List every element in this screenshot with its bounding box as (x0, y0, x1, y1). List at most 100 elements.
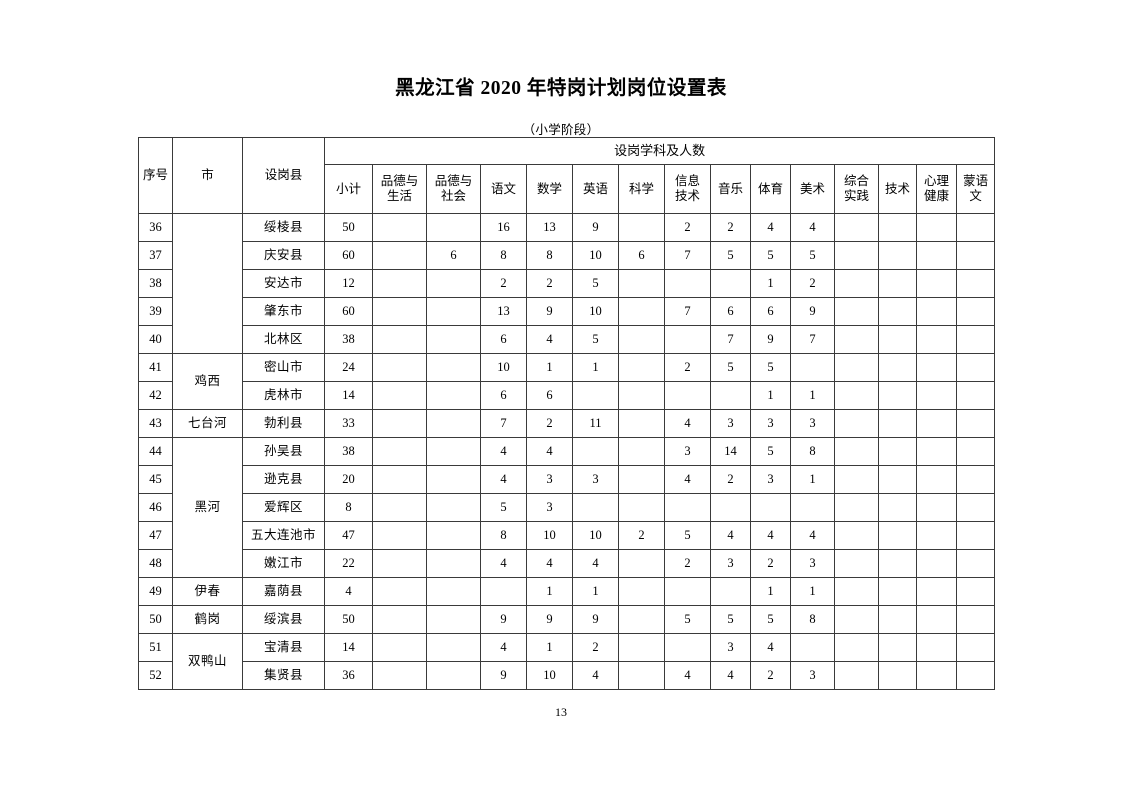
cell-subject-count (916, 493, 957, 522)
cell-subject-count: 36 (324, 661, 373, 690)
cell-subject-count: 2 (750, 661, 791, 690)
col-header-comprehensive-practice-l2: 实践 (843, 189, 869, 203)
cell-subject-count: 4 (480, 437, 527, 466)
cell-subject-count (916, 297, 957, 326)
table-row: 51 双鸭山 宝清县 14 4 1 2 3 4 (138, 633, 996, 690)
cell-subject-count (916, 521, 957, 550)
cell-index: 47 (138, 521, 173, 550)
cell-subject-count: 1 (572, 353, 619, 382)
cell-county: 嘉荫县 (242, 577, 325, 606)
cell-subject-count: 1 (790, 465, 835, 494)
col-header-technology-l1: 技术 (884, 181, 910, 196)
cell-subject-count: 3 (790, 549, 835, 578)
col-header-fine-arts-l1: 美术 (799, 181, 825, 196)
col-header-english: 英语 (572, 164, 619, 214)
cell-county: 虎林市 (242, 381, 325, 410)
cell-subject-count (664, 493, 711, 522)
cell-subject-count: 2 (618, 521, 665, 550)
cell-subject-count (372, 297, 427, 326)
cell-subject-count: 4 (790, 521, 835, 550)
cell-subject-count (916, 241, 957, 270)
cell-subject-count (372, 521, 427, 550)
cell-subject-count: 9 (572, 605, 619, 634)
cell-subject-count: 8 (790, 605, 835, 634)
cell-county: 集贤县 (242, 661, 325, 690)
cell-subject-count (426, 493, 481, 522)
cell-subject-count (955, 577, 996, 606)
table-header: 序号 市 设岗县 设岗学科及人数 小计 品德与 生活 品德与 (138, 137, 996, 214)
cell-index: 45 (138, 465, 173, 494)
cell-subject-count (372, 437, 427, 466)
cell-subject-count (372, 241, 427, 270)
col-header-music: 音乐 (710, 164, 751, 214)
col-header-pe: 体育 (750, 164, 791, 214)
cell-county: 庆安县 (242, 241, 325, 270)
cell-subject-count (878, 549, 917, 578)
cell-subject-count (664, 269, 711, 298)
cell-subject-count: 3 (750, 409, 791, 438)
cell-subject-count: 3 (710, 549, 751, 578)
cell-subject-count: 4 (526, 325, 573, 354)
col-header-science-l1: 科学 (628, 181, 654, 196)
cell-subject-count (834, 661, 879, 690)
cell-subject-count: 10 (526, 521, 573, 550)
cell-city: 鹤岗 (172, 605, 243, 634)
cell-subject-count (426, 605, 481, 634)
cell-subject-count (834, 549, 879, 578)
table-row: 49 伊春 嘉荫县 4 1 1 1 1 (138, 577, 996, 606)
cell-subject-count (664, 633, 711, 662)
cell-subject-count (618, 465, 665, 494)
cell-subject-count (372, 213, 427, 242)
cell-subject-count (878, 269, 917, 298)
cell-index: 42 (138, 381, 173, 410)
cell-subject-count (916, 577, 957, 606)
cell-index: 51 (138, 633, 173, 662)
cell-subject-count: 8 (480, 241, 527, 270)
cell-subject-count (878, 241, 917, 270)
cell-subject-count (426, 269, 481, 298)
cell-subject-count (834, 297, 879, 326)
cell-subject-count (426, 465, 481, 494)
cell-subject-count (834, 381, 879, 410)
cell-subject-count: 6 (480, 325, 527, 354)
cell-subject-count (916, 437, 957, 466)
cell-subject-count (372, 661, 427, 690)
cell-subject-count: 9 (526, 297, 573, 326)
cell-subject-count (750, 493, 791, 522)
cell-subject-count (618, 325, 665, 354)
cell-subject-count (834, 409, 879, 438)
cell-county: 五大连池市 (242, 521, 325, 550)
table-row: 39 肇东市 60 13 9 10 7 6 6 9 (138, 297, 996, 326)
cell-subject-count (572, 493, 619, 522)
cell-subject-count: 9 (572, 213, 619, 242)
cell-subject-count: 3 (526, 493, 573, 522)
cell-index: 46 (138, 493, 173, 522)
cell-subject-count (834, 521, 879, 550)
cell-subject-count (618, 353, 665, 382)
cell-subject-count (618, 437, 665, 466)
cell-subject-count (916, 213, 957, 242)
cell-subject-count: 5 (750, 437, 791, 466)
table-header-row-group: 序号 市 设岗县 设岗学科及人数 (138, 137, 996, 214)
cell-subject-count (878, 521, 917, 550)
cell-subject-count: 2 (664, 353, 711, 382)
table-row: 46 爱辉区 8 5 3 (138, 493, 996, 522)
cell-subject-count (878, 353, 917, 382)
cell-subject-count (878, 325, 917, 354)
cell-subject-count: 7 (664, 241, 711, 270)
cell-subject-count: 4 (526, 549, 573, 578)
cell-county: 绥棱县 (242, 213, 325, 242)
cell-county: 绥滨县 (242, 605, 325, 634)
cell-subject-count (916, 661, 957, 690)
cell-subject-count: 4 (572, 661, 619, 690)
cell-subject-count: 47 (324, 521, 373, 550)
cell-subject-count (664, 577, 711, 606)
cell-subject-count (372, 577, 427, 606)
cell-subject-count: 3 (710, 409, 751, 438)
cell-subject-count (955, 269, 996, 298)
cell-subject-count (426, 521, 481, 550)
cell-subject-count: 4 (480, 549, 527, 578)
cell-subject-count (710, 269, 751, 298)
col-header-chinese-l1: 语文 (490, 181, 516, 196)
col-header-subject-group: 设岗学科及人数 (323, 137, 996, 165)
